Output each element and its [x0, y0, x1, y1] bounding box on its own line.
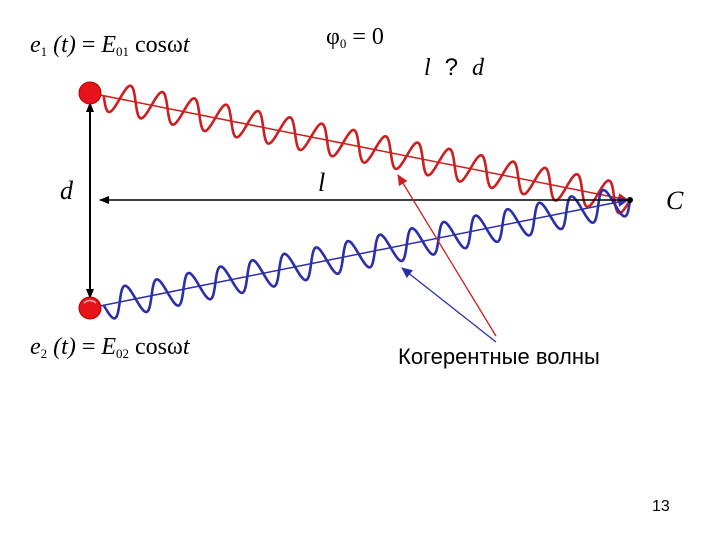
wave-blue	[102, 188, 632, 320]
e2-lhs: e	[30, 334, 41, 360]
label-l: l	[318, 168, 326, 197]
page-number: 13	[652, 498, 670, 515]
e2-lhs-sub: 2	[40, 346, 48, 361]
phase-rest: = 0	[352, 24, 384, 50]
equation-e2: e2 (t) = E02 cosωt	[30, 334, 190, 362]
e2-func: cosω	[135, 334, 183, 360]
condition-left: l	[424, 55, 431, 81]
e1-rhs-sub: 01	[116, 44, 130, 59]
label-d: d	[60, 176, 73, 205]
phase-sub: 0	[339, 36, 347, 51]
point-c	[627, 197, 633, 203]
source-1	[78, 81, 102, 105]
equation-e1: e1 (t) = E01 cosωt	[30, 32, 190, 60]
e1-func: cosω	[135, 32, 183, 58]
caption-arrow-red	[397, 174, 497, 337]
equation-phase: φ0 = 0	[326, 24, 384, 52]
equation-condition: l ? d	[424, 54, 484, 82]
condition-right: d	[472, 55, 485, 81]
e2-var: t	[182, 334, 190, 360]
caption-coherent-waves: Когерентные волны	[398, 344, 600, 369]
condition-mid: ?	[444, 54, 459, 81]
e1-var: t	[182, 32, 190, 58]
wave-red	[102, 84, 632, 215]
e1-rhs: E	[101, 32, 117, 58]
caption-arrow-blue	[401, 267, 497, 343]
e1-lhs: e	[30, 32, 41, 58]
source-2-glint	[83, 299, 97, 304]
e2-rhs: E	[101, 334, 117, 360]
phase-symbol: φ	[326, 24, 340, 50]
e2-arg: (t)	[53, 334, 76, 360]
e2-rhs-sub: 02	[116, 346, 130, 361]
e1-lhs-sub: 1	[40, 44, 48, 59]
label-c: C	[666, 186, 684, 215]
e1-equals: =	[81, 32, 96, 58]
e2-equals: =	[81, 334, 96, 360]
e1-arg: (t)	[53, 32, 76, 58]
